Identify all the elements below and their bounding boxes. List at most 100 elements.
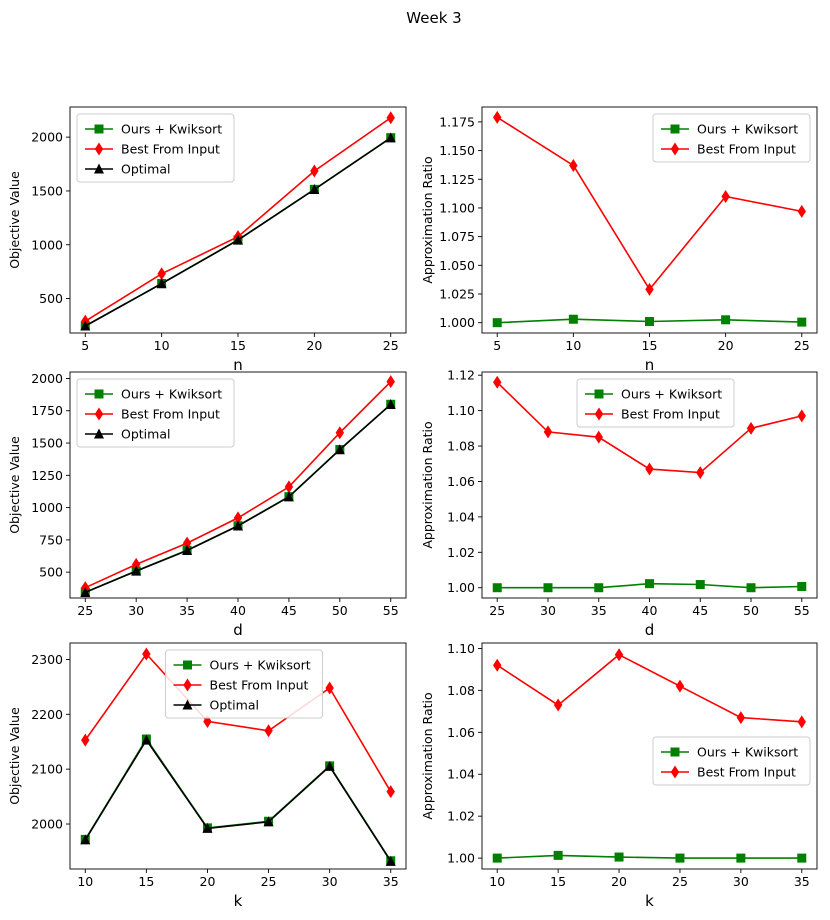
data-point <box>156 278 167 289</box>
y-tick-label: 1.04 <box>447 509 475 524</box>
chart-panel: 10 15 20 25 30 35 2000 2100 2200 2300 k Objective V… <box>7 642 407 910</box>
y-tick-label: 1.08 <box>447 683 475 698</box>
data-point <box>385 399 396 410</box>
data-point <box>386 785 395 799</box>
legend-marker <box>94 163 104 174</box>
y-tick-label: 1.04 <box>447 767 475 782</box>
x-tick-label: 15 <box>642 338 658 353</box>
y-tick-label: 1.175 <box>439 114 475 129</box>
y-tick-label: 1.000 <box>439 315 475 330</box>
series-line <box>496 653 802 723</box>
y-axis-label: Approximation Ratio <box>420 692 435 819</box>
x-tick-label: 20 <box>306 338 322 353</box>
y-tick-label: 2000 <box>31 130 63 145</box>
chart-panel: 5 10 15 20 25 1.000 1.025 1.050 1.075 1.100 1.125 1… <box>420 106 818 374</box>
y-tick-label: 1.025 <box>439 286 475 301</box>
legend-marker <box>94 124 104 134</box>
data-point <box>553 698 563 712</box>
data-point <box>263 816 274 827</box>
series-line <box>497 854 802 859</box>
data-point <box>324 760 335 771</box>
x-axis-label: d <box>645 621 655 639</box>
legend-label: Optimal <box>121 427 170 442</box>
x-tick-label: 25 <box>672 874 688 889</box>
y-tick-label: 1.150 <box>439 143 475 158</box>
data-point <box>569 159 578 173</box>
y-tick-label: 1750 <box>31 403 63 418</box>
y-tick-label: 1.10 <box>447 641 475 656</box>
x-tick-label: 45 <box>281 603 297 618</box>
y-axis-label: Objective Value <box>7 707 22 805</box>
legend-marker <box>670 747 680 757</box>
data-point <box>80 586 91 597</box>
legend-marker <box>670 142 680 156</box>
legend-label: Best From Input <box>210 678 309 693</box>
axes-frame <box>481 642 818 870</box>
data-point <box>594 430 603 444</box>
x-tick-label: 55 <box>383 603 399 618</box>
data-point <box>543 425 553 439</box>
data-point <box>797 409 806 423</box>
data-point <box>182 544 193 555</box>
y-axis-label: Objective Value <box>7 171 22 269</box>
x-tick-label: 10 <box>77 874 93 889</box>
data-point <box>696 466 705 480</box>
data-point <box>746 583 756 593</box>
data-point <box>233 234 243 245</box>
data-point <box>131 565 142 576</box>
y-tick-label: 2100 <box>31 762 63 777</box>
x-tick-label: 35 <box>794 874 810 889</box>
data-point <box>797 317 807 327</box>
y-tick-label: 1250 <box>31 468 63 483</box>
x-tick-label: 10 <box>489 874 505 889</box>
data-point <box>797 715 806 729</box>
chart-panel: 5 10 15 20 25 500 1000 1500 2000 n Objective Value… <box>7 106 407 374</box>
x-tick-label: 5 <box>81 338 89 353</box>
y-tick-label: 1000 <box>31 500 63 515</box>
data-point <box>614 852 624 862</box>
legend-marker <box>94 407 104 421</box>
x-tick-label: 20 <box>200 874 216 889</box>
y-tick-label: 1.10 <box>447 403 475 418</box>
legend-box <box>652 736 811 786</box>
x-tick-label: 45 <box>692 603 708 618</box>
legend: Ours + Kwiksort Best From Input <box>576 378 735 428</box>
data-point <box>736 711 746 725</box>
legend-box <box>576 378 735 428</box>
data-point <box>386 375 395 389</box>
data-point <box>309 184 320 195</box>
data-point <box>553 850 563 860</box>
data-point <box>385 855 396 866</box>
legend-box <box>652 113 811 163</box>
legend-label: Ours + Kwiksort <box>621 387 722 402</box>
y-axis-label: Approximation Ratio <box>420 421 435 548</box>
x-tick-label: 25 <box>261 874 277 889</box>
legend-label: Best From Input <box>621 407 720 422</box>
x-axis-label: d <box>233 621 243 639</box>
data-point <box>386 111 395 125</box>
legend-box <box>76 378 235 448</box>
x-tick-label: 30 <box>733 874 749 889</box>
y-tick-label: 1500 <box>31 436 63 451</box>
y-axis-label: Objective Value <box>7 436 22 534</box>
legend-label: Optimal <box>121 162 170 177</box>
x-tick-label: 20 <box>718 338 734 353</box>
data-point <box>325 681 334 695</box>
data-point <box>493 375 502 389</box>
data-point <box>797 204 806 218</box>
x-tick-label: 35 <box>591 603 607 618</box>
data-point <box>645 282 654 296</box>
data-point <box>264 724 273 738</box>
x-tick-label: 25 <box>383 338 399 353</box>
series-line <box>84 652 392 793</box>
y-tick-label: 1.125 <box>439 172 475 187</box>
legend-marker <box>183 660 192 670</box>
data-point <box>614 648 624 662</box>
legend-marker <box>94 428 104 439</box>
legend-marker <box>594 389 604 399</box>
x-tick-label: 35 <box>179 603 195 618</box>
y-tick-label: 1.06 <box>447 725 475 740</box>
data-point <box>283 491 294 502</box>
data-point <box>310 164 319 178</box>
data-point <box>645 579 654 589</box>
